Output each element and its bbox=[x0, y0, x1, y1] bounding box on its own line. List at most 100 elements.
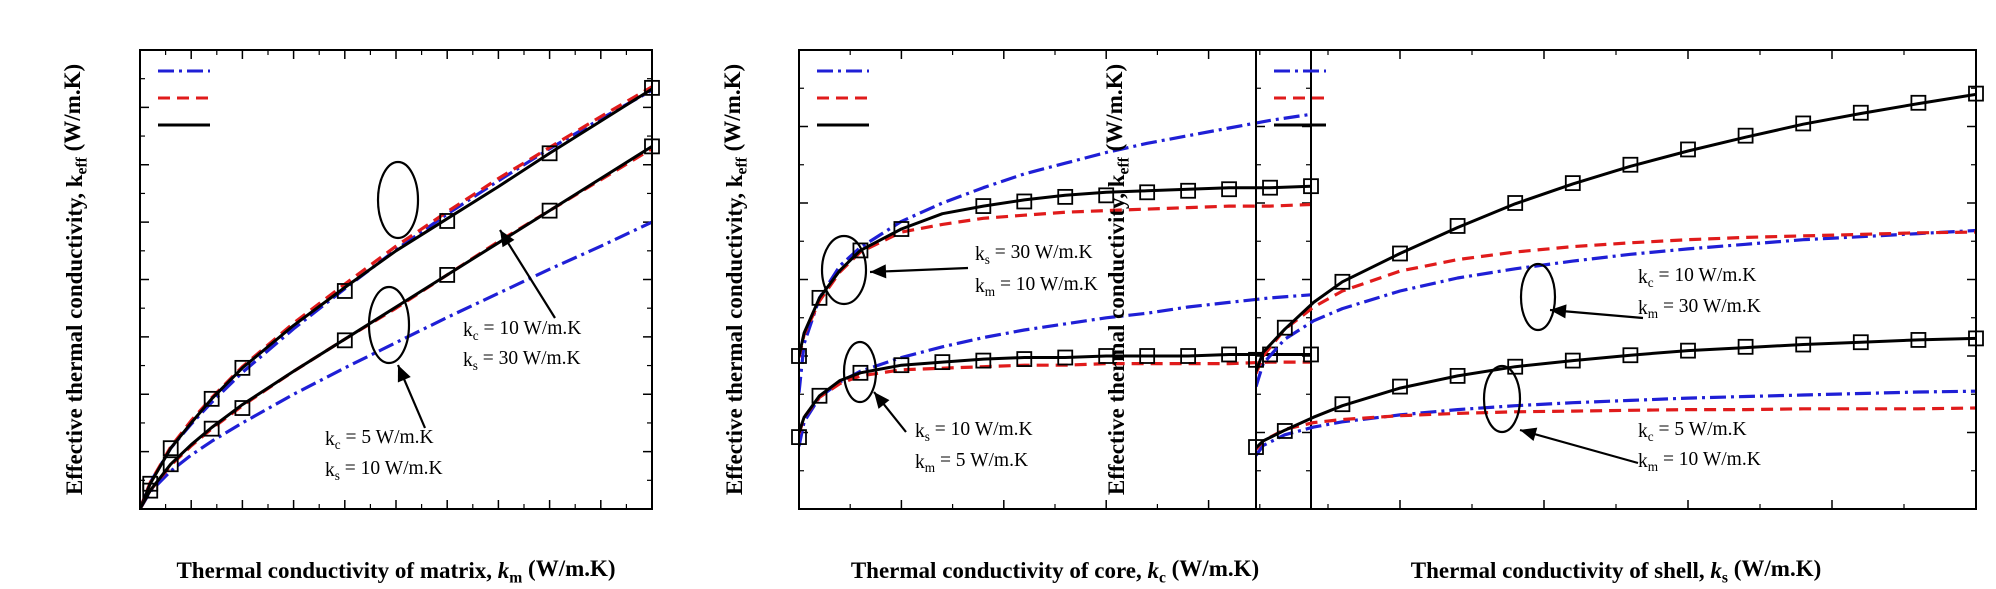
marker-square-a bbox=[439, 267, 456, 283]
annotation-label-b-part: m bbox=[925, 460, 936, 475]
plot-frame-b bbox=[798, 49, 1312, 510]
annotation-label-a: kc = 10 W/m.K bbox=[463, 318, 581, 343]
annotation-arrow-head-b bbox=[874, 392, 890, 409]
series-line-brailsford bbox=[799, 360, 1311, 435]
annotation-label-c: kc = 10 W/m.K bbox=[1638, 265, 1756, 290]
annotation-arrow-head-a bbox=[500, 230, 515, 248]
marker-square-c bbox=[1852, 104, 1869, 121]
annotation-ellipse-b bbox=[820, 234, 868, 306]
marker-square-a bbox=[203, 420, 220, 437]
annotation-label-a-part: c bbox=[335, 437, 341, 452]
marker-square-b bbox=[893, 357, 910, 374]
marker-square-a bbox=[162, 456, 179, 473]
marker-square-c bbox=[1392, 378, 1408, 395]
annotation-label-a-part: k bbox=[463, 320, 473, 341]
x-axis-title-a-part: Thermal conductivity of matrix, bbox=[176, 558, 497, 583]
marker-square-b bbox=[811, 289, 828, 306]
marker-square-c bbox=[1737, 338, 1754, 355]
y-axis-title-c-part: eff bbox=[1116, 156, 1133, 174]
marker-square-a bbox=[541, 202, 558, 219]
annotation-label-a-part: = 5 W/m.K bbox=[341, 427, 434, 448]
marker-square-b bbox=[934, 354, 951, 371]
annotation-label-c-part: m bbox=[1648, 306, 1659, 321]
series-line-felske bbox=[799, 353, 1311, 433]
annotation-label-a-part: k bbox=[325, 460, 335, 481]
annotation-label-c-part: c bbox=[1648, 275, 1654, 290]
annotation-label-b: ks = 30 W/m.K bbox=[975, 242, 1093, 267]
marker-square-b bbox=[1180, 348, 1197, 364]
annotation-arrow-head-c bbox=[1550, 304, 1567, 319]
marker-square-b bbox=[811, 387, 828, 404]
plot-frame-c bbox=[1255, 49, 1977, 510]
annotation-label-c-part: = 10 W/m.K bbox=[1654, 265, 1757, 286]
x-axis-title-a: Thermal conductivity of matrix, km (W/m.… bbox=[176, 556, 615, 587]
x-axis-title-b-part: Thermal conductivity of core, bbox=[851, 558, 1148, 583]
series-line-felske bbox=[799, 184, 1311, 357]
y-axis-title-c-part: (W/m.K) bbox=[1102, 64, 1127, 157]
annotation-label-c-part: = 5 W/m.K bbox=[1654, 419, 1747, 440]
marker-square-a bbox=[439, 213, 456, 229]
annotation-label-a-part: k bbox=[463, 350, 473, 371]
series-group-c bbox=[1256, 92, 1976, 457]
y-axis-title-c-part: k bbox=[1104, 174, 1129, 187]
annotation-label-a: ks = 30 W/m.K bbox=[463, 348, 581, 373]
y-axis-title-b-part: eff bbox=[734, 156, 751, 174]
annotation-label-b-part: m bbox=[985, 284, 996, 299]
marker-square-c bbox=[1680, 141, 1696, 158]
annotation-label-c-part: c bbox=[1648, 429, 1654, 444]
y-axis-title-c-part: Effective thermal conductivity, bbox=[1104, 187, 1129, 495]
marker-square-a bbox=[142, 482, 159, 499]
annotation-label-c-part: m bbox=[1648, 459, 1659, 474]
annotation-label-c: km = 10 W/m.K bbox=[1638, 449, 1761, 474]
marker-square-a bbox=[203, 390, 220, 407]
x-axis-title-b-part: (W/m.K) bbox=[1166, 556, 1259, 581]
marker-square-b bbox=[1139, 184, 1156, 201]
series-line-brailsford bbox=[1256, 230, 1976, 375]
series-line-lichtnecker bbox=[1256, 389, 1976, 457]
y-axis-title-a-part: k bbox=[62, 174, 87, 187]
marker-square-c bbox=[1910, 94, 1927, 111]
annotation-label-b-part: s bbox=[925, 429, 930, 444]
x-axis-title-b: Thermal conductivity of core, kc (W/m.K) bbox=[851, 556, 1259, 587]
series-line-lichtnecker bbox=[140, 220, 652, 509]
marker-square-c bbox=[1737, 127, 1754, 144]
marker-square-b bbox=[893, 221, 910, 237]
y-axis-title-b-part: (W/m.K) bbox=[720, 64, 745, 157]
annotation-label-a-part: = 10 W/m.K bbox=[479, 318, 582, 339]
annotation-label-b-part: k bbox=[915, 452, 925, 473]
marker-square-c bbox=[1276, 319, 1293, 336]
annotation-ellipse-c bbox=[1482, 364, 1522, 434]
annotation-label-b-part: = 5 W/m.K bbox=[935, 450, 1028, 471]
marker-square-c bbox=[1680, 342, 1696, 359]
marker-square-a bbox=[541, 145, 558, 162]
annotation-label-a-part: c bbox=[473, 328, 479, 343]
series-line-felske bbox=[1256, 92, 1976, 372]
marker-square-c bbox=[1507, 195, 1524, 211]
marker-square-c bbox=[1852, 334, 1869, 351]
y-axis-title-a-part: eff bbox=[74, 156, 91, 174]
y-axis-title-b: Effective thermal conductivity, keff (W/… bbox=[720, 64, 751, 495]
panel-c-group: Thermal conductivity of shell, ks (W/m.K… bbox=[1102, 49, 1984, 587]
annotation-arrow-line-a bbox=[499, 229, 556, 319]
series-line-brailsford bbox=[1256, 406, 1976, 451]
marker-square-a bbox=[234, 359, 251, 376]
x-axis-title-a-part: (W/m.K) bbox=[522, 556, 615, 581]
annotation-label-b-part: k bbox=[975, 276, 985, 297]
annotation-arrow-head-b bbox=[870, 264, 887, 279]
marker-square-c bbox=[1564, 175, 1581, 192]
annotation-label-b-part: k bbox=[975, 244, 985, 265]
x-axis-title-a-part: k bbox=[498, 558, 510, 583]
marker-square-a bbox=[162, 440, 179, 457]
annotation-label-b-part: = 10 W/m.K bbox=[930, 419, 1033, 440]
marker-square-b bbox=[852, 242, 869, 259]
marker-square-b bbox=[975, 352, 992, 369]
annotation-ellipse-c bbox=[1519, 262, 1557, 332]
y-axis-title-b-part: Effective thermal conductivity, bbox=[722, 187, 747, 495]
marker-square-b bbox=[1098, 187, 1115, 204]
series-group-a bbox=[140, 85, 652, 509]
annotation-arrow-line-c bbox=[1519, 428, 1639, 465]
annotation-label-b-part: = 10 W/m.K bbox=[995, 274, 1098, 295]
marker-square-c bbox=[1795, 336, 1812, 353]
annotation-label-c-part: k bbox=[1638, 421, 1648, 442]
